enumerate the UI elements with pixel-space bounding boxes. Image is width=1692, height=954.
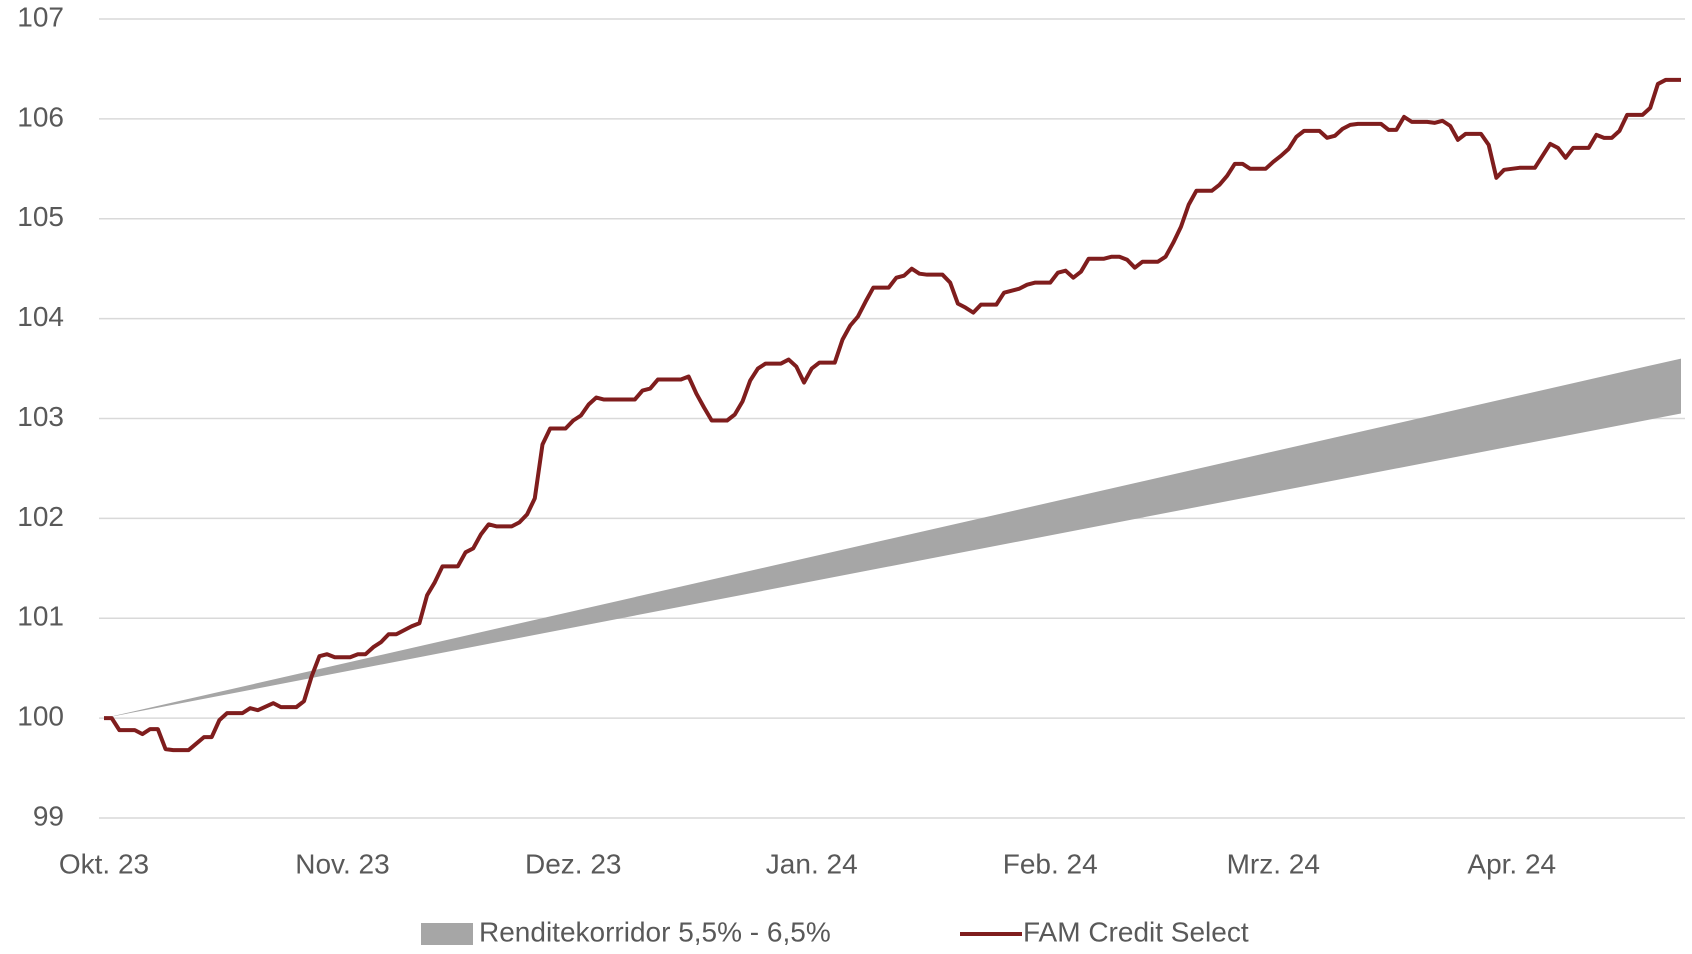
y-tick-label: 101 (17, 601, 64, 632)
y-tick-label: 100 (17, 701, 64, 732)
corridor-band (104, 358, 1681, 719)
y-tick-label: 105 (17, 201, 64, 232)
y-tick-label: 104 (17, 301, 64, 332)
y-tick-label: 106 (17, 101, 64, 132)
y-tick-label: 99 (33, 800, 64, 831)
legend-swatch (421, 923, 473, 945)
x-tick-label: Feb. 24 (1003, 848, 1098, 879)
legend-label: Renditekorridor 5,5% - 6,5% (479, 916, 831, 947)
series-line (104, 77, 1681, 753)
x-tick-label: Okt. 23 (59, 848, 149, 879)
legend-label: FAM Credit Select (1023, 916, 1249, 947)
y-tick-label: 102 (17, 501, 64, 532)
x-tick-label: Jan. 24 (766, 848, 858, 879)
x-tick-label: Mrz. 24 (1227, 848, 1320, 879)
x-tick-label: Dez. 23 (525, 848, 622, 879)
y-tick-label: 103 (17, 401, 64, 432)
y-tick-label: 107 (17, 1, 64, 32)
x-tick-label: Nov. 23 (295, 848, 389, 879)
x-tick-label: Apr. 24 (1467, 848, 1556, 879)
